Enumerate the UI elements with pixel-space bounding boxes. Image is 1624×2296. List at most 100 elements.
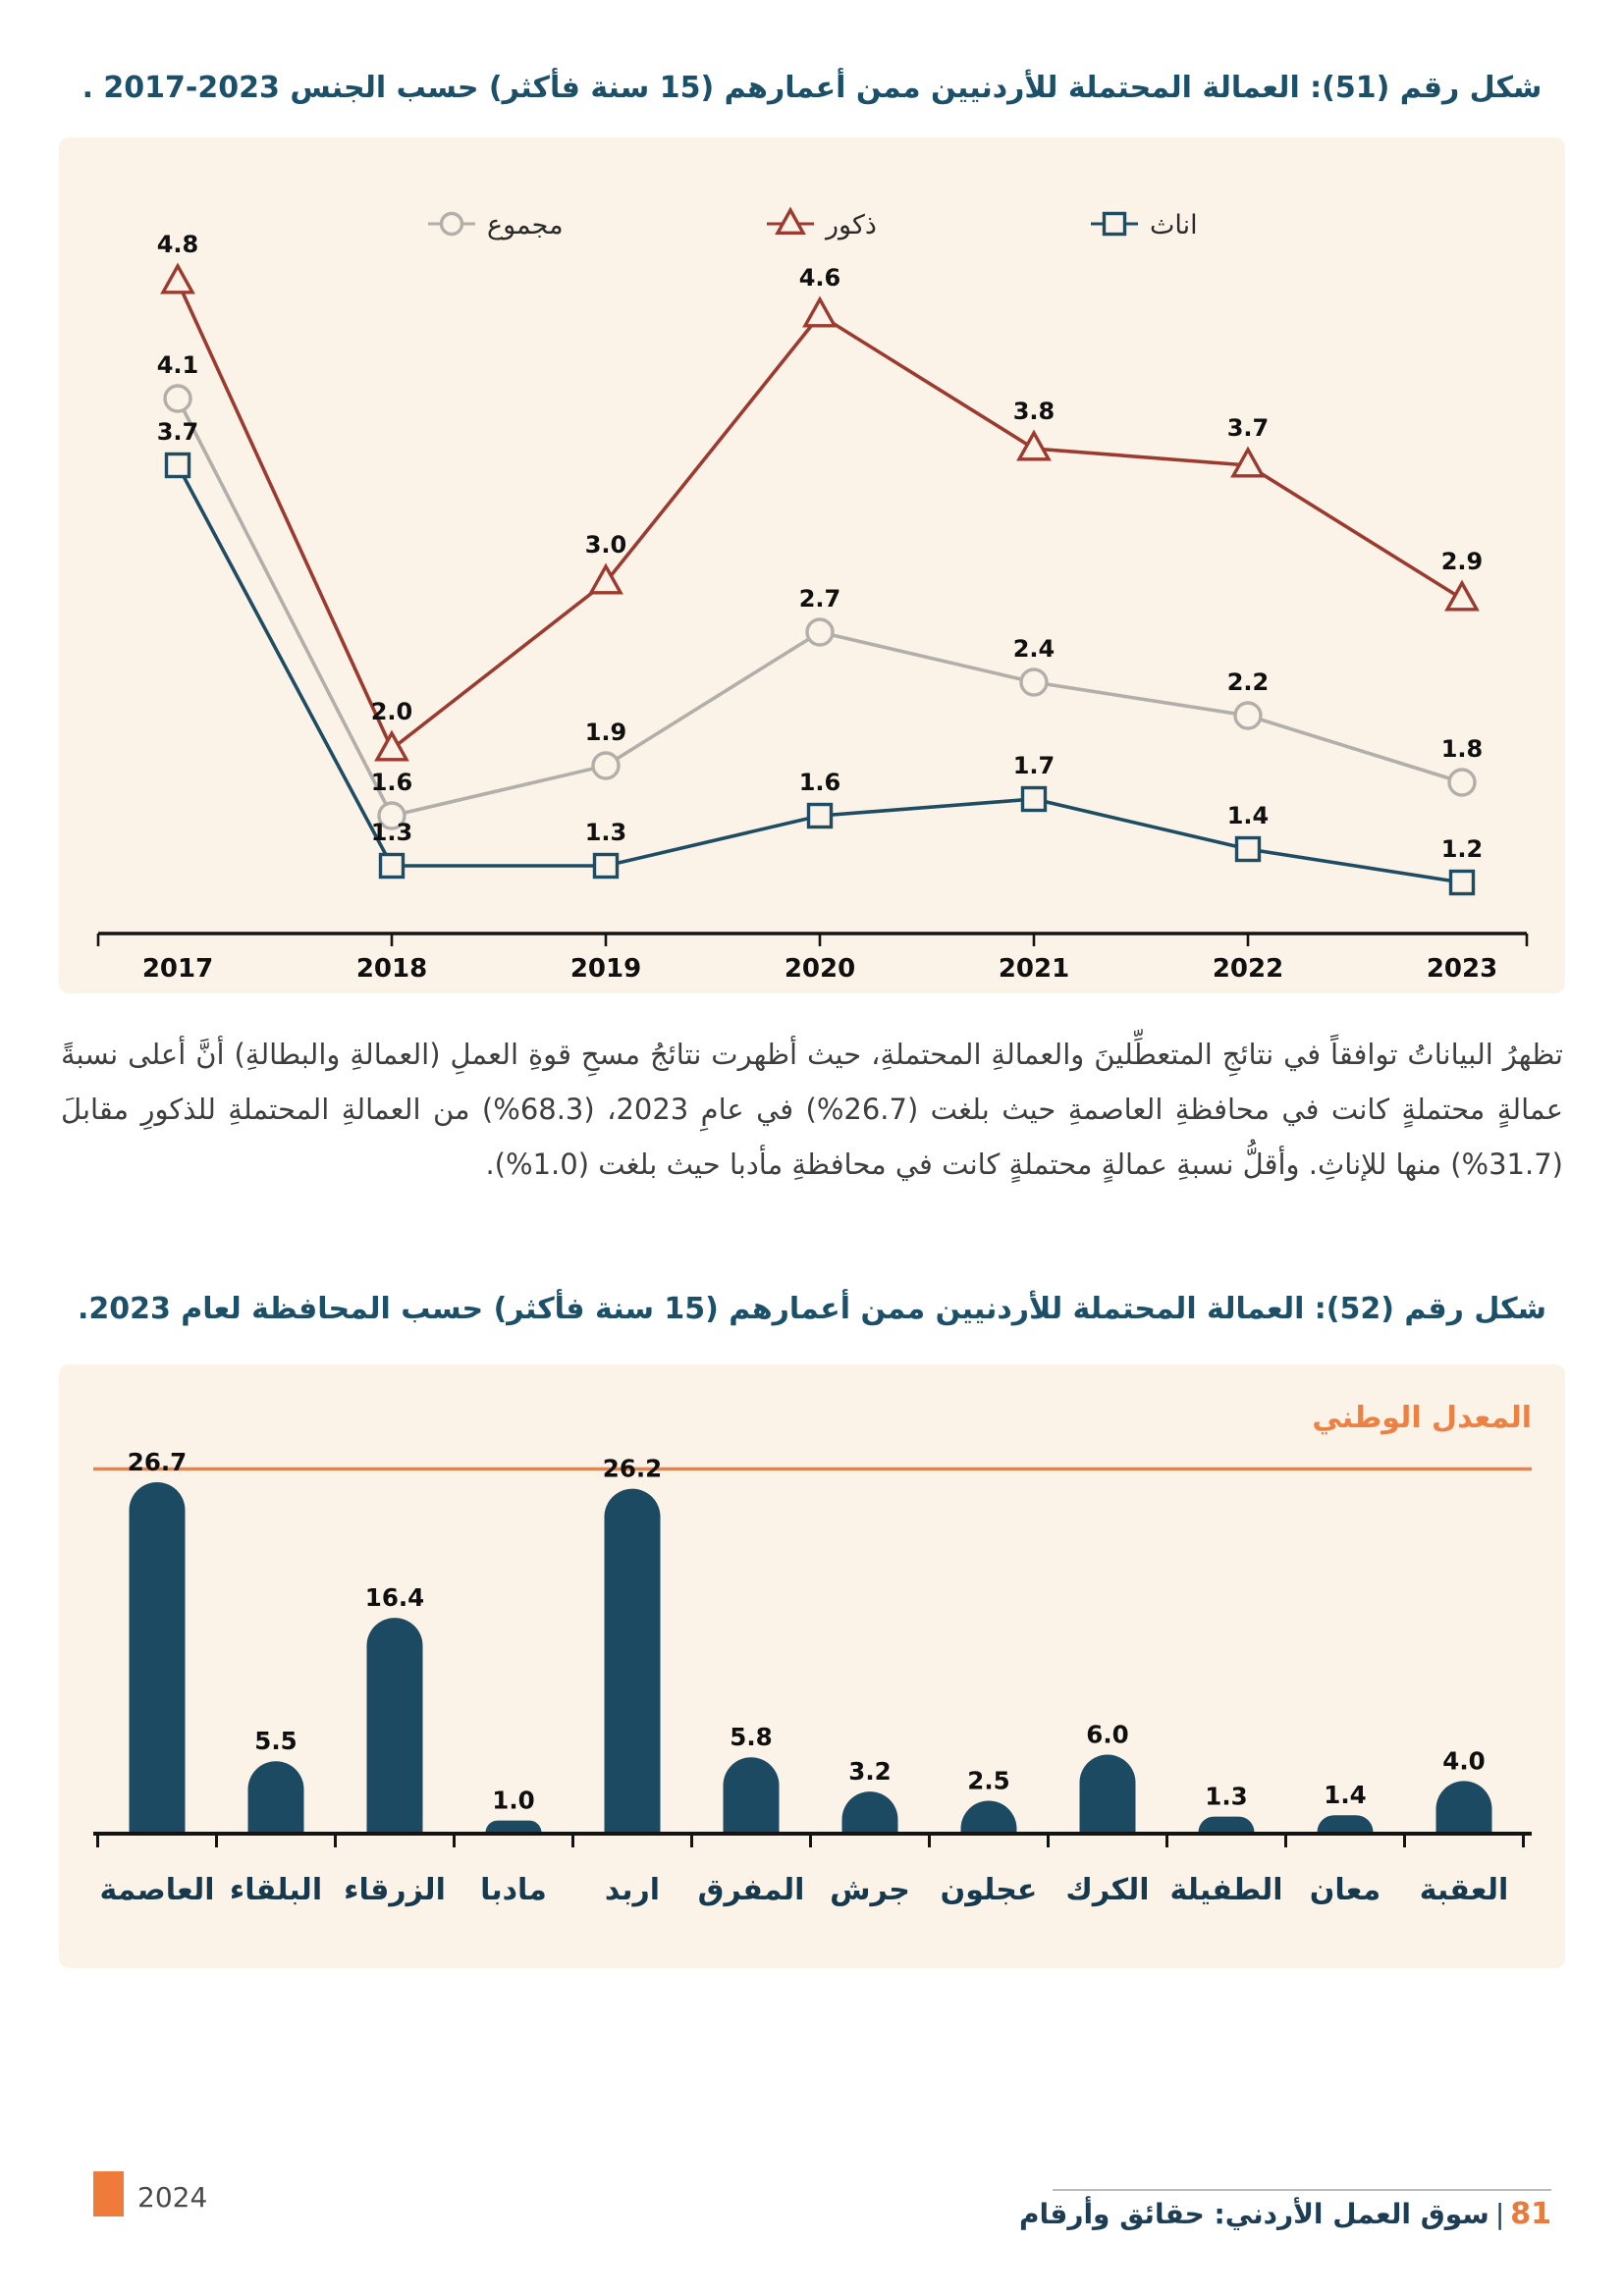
females-value-label: 1.7 (1013, 752, 1056, 779)
females-value-label: 1.6 (799, 769, 841, 796)
females-value-label: 1.3 (371, 819, 413, 846)
males-points: 4.8 2.0 3.0 4.6 3.8 3.7 2.9 (157, 231, 1484, 762)
category-label: مادبا (480, 1873, 547, 1907)
category-label: البلقاء (230, 1873, 322, 1907)
bar-10 (1317, 1815, 1374, 1834)
males-marker (802, 295, 838, 328)
females-marker (164, 452, 191, 479)
males-value-label: 2.9 (1441, 548, 1484, 575)
bar-0 (129, 1481, 186, 1834)
bar-5 (723, 1757, 780, 1834)
category-label: المفرق (698, 1873, 805, 1907)
females-value-label: 1.4 (1227, 802, 1270, 829)
figure52-title: شكل رقم (52): العمالة المحتملة للأردنيين… (77, 1292, 1547, 1326)
males-value-label: 3.7 (1227, 414, 1270, 442)
total-value-label: 2.7 (799, 585, 841, 613)
females-marker (378, 852, 406, 880)
total-points: 4.1 1.6 1.9 2.7 2.4 2.2 1.8 (157, 351, 1484, 830)
bar-9 (1198, 1816, 1255, 1834)
figure51-line-chart: مجموع ذكور اناث 4.1 1.6 1.9 2.7 2.4 2.2 1.8 4.8 2.0… (96, 206, 1529, 984)
bar-8 (1079, 1754, 1136, 1834)
total-marker (1233, 701, 1263, 730)
bar-value-label: 16.4 (365, 1583, 424, 1612)
figure51-title: شكل رقم (51): العمالة المحتملة للأردنيين… (81, 71, 1543, 105)
figure52-panel: المعدل الوطني 26.7 5.5 16.4 1.0 26.2 5.8 3.2 2.5… (59, 1364, 1565, 1968)
footer-separator: | (1494, 2198, 1505, 2230)
bar-value-label: 5.5 (254, 1727, 297, 1755)
bar-value-label: 1.4 (1324, 1781, 1366, 1809)
analysis-paragraph: تظهرُ البياناتُ توافقاً في نتائجِ المتعط… (61, 1038, 1563, 1181)
males-value-label: 2.0 (371, 698, 413, 725)
footer-source: سوق العمل الأردني: حقائق وأرقام (1018, 2198, 1489, 2230)
males-line (176, 281, 1463, 752)
total-value-label: 1.8 (1441, 735, 1484, 763)
x-axis-label: 2022 (1213, 954, 1283, 984)
total-marker (1447, 768, 1477, 797)
footer-year-marker (93, 2171, 124, 2216)
females-marker (1020, 785, 1048, 813)
females-points: 3.7 1.3 1.3 1.6 1.7 1.4 1.2 (157, 418, 1484, 896)
legend-item-males: ذكور (767, 206, 877, 240)
x-axis-label: 2017 (142, 954, 213, 984)
bar-value-label: 1.3 (1205, 1783, 1247, 1811)
bar-2 (366, 1618, 423, 1834)
females-legend-square-icon (1102, 211, 1127, 237)
total-value-label: 2.2 (1227, 668, 1270, 696)
bar-value-label: 6.0 (1086, 1721, 1128, 1749)
x-axis-label: 2019 (570, 954, 641, 984)
bar-4 (604, 1488, 661, 1834)
males-legend-label: ذكور (824, 210, 877, 240)
category-label: معان (1310, 1873, 1380, 1907)
males-value-label: 4.6 (799, 264, 841, 292)
females-legend-label: اناث (1150, 210, 1198, 240)
bar-3 (485, 1820, 542, 1834)
total-legend-circle-icon (439, 211, 464, 237)
category-label: العقبة (1420, 1873, 1509, 1907)
bar-value-label: 5.8 (730, 1723, 772, 1751)
bar-6 (841, 1791, 898, 1834)
x-axis-label: 2018 (356, 954, 427, 984)
females-value-label: 3.7 (157, 418, 199, 446)
total-marker (163, 384, 192, 413)
figure51-panel: مجموع ذكور اناث 4.1 1.6 1.9 2.7 2.4 2.2 1.8 4.8 2.0… (59, 137, 1565, 993)
bar-1 (247, 1761, 304, 1834)
bar-value-label: 26.7 (128, 1448, 187, 1476)
category-label: الطفيلة (1169, 1873, 1282, 1907)
total-value-label: 4.1 (157, 351, 199, 379)
males-marker (1444, 579, 1480, 612)
females-marker (1448, 869, 1476, 896)
figure52-bar-chart: المعدل الوطني 26.7 5.5 16.4 1.0 26.2 5.8 3.2 2.5… (93, 1401, 1532, 1907)
total-value-label: 2.4 (1013, 635, 1056, 663)
x-axis-label: 2020 (785, 954, 855, 984)
total-marker (591, 751, 621, 780)
bar-11 (1435, 1781, 1492, 1834)
bar-value-label: 2.5 (967, 1766, 1009, 1794)
category-label: جرش (830, 1873, 910, 1907)
bar-7 (960, 1800, 1017, 1834)
males-marker (1230, 446, 1266, 478)
legend-item-total: مجموع (428, 210, 564, 240)
females-marker (1234, 835, 1262, 863)
total-marker (377, 801, 406, 830)
x-axis-label: 2023 (1427, 954, 1497, 984)
category-label: الزرقاء (344, 1873, 446, 1907)
males-value-label: 3.0 (585, 531, 627, 559)
footer-divider (1053, 2189, 1551, 2191)
category-label: الكرك (1065, 1873, 1149, 1907)
females-value-label: 1.3 (585, 819, 627, 846)
males-value-label: 4.8 (157, 231, 199, 258)
bar-value-label: 26.2 (603, 1455, 662, 1483)
total-value-label: 1.6 (371, 769, 413, 796)
total-marker (1019, 667, 1049, 697)
total-legend-label: مجموع (487, 210, 564, 240)
legend-item-females: اناث (1091, 210, 1198, 240)
males-value-label: 3.8 (1013, 398, 1056, 425)
x-axis-label: 2021 (999, 954, 1069, 984)
males-marker (588, 562, 623, 595)
category-label: العاصمة (99, 1873, 214, 1907)
females-value-label: 1.2 (1441, 835, 1484, 863)
page-number: 81 (1510, 2197, 1551, 2231)
category-label: عجلون (941, 1873, 1038, 1907)
bar-value-label: 4.0 (1442, 1746, 1485, 1775)
category-label: اربد (605, 1873, 660, 1907)
